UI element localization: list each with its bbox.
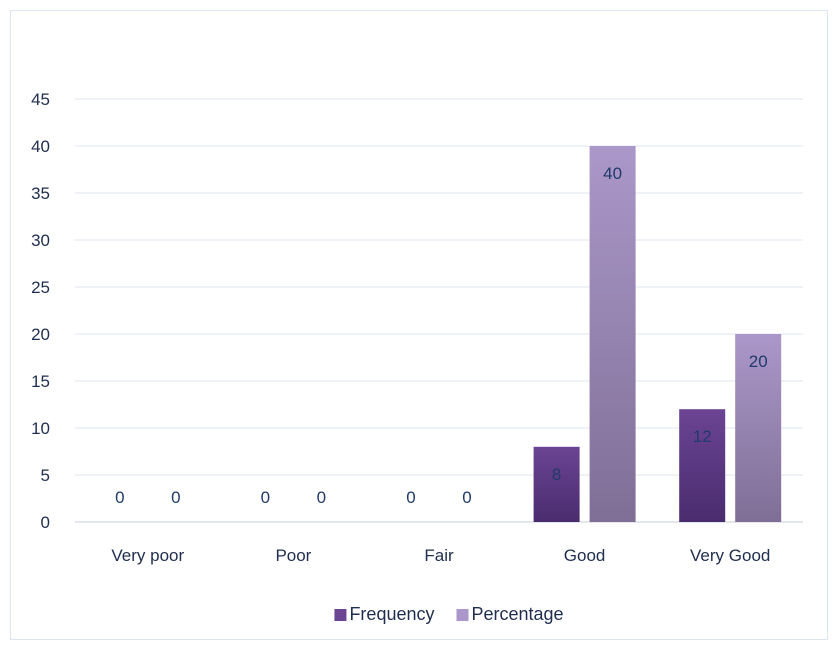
data-label-percentage-very-good: 20 [749, 352, 768, 371]
legend-label-frequency: Frequency [349, 604, 434, 624]
x-tick-label-very-poor: Very poor [111, 546, 184, 565]
legend-item-frequency: Frequency [334, 604, 434, 624]
y-tick-label: 0 [41, 513, 50, 532]
data-label-percentage-poor: 0 [317, 488, 326, 507]
data-label-percentage-fair: 0 [462, 488, 471, 507]
y-tick-label: 5 [41, 466, 50, 485]
y-tick-label: 10 [31, 419, 50, 438]
legend-item-percentage: Percentage [456, 604, 564, 624]
x-tick-label-poor: Poor [275, 546, 311, 565]
bar-percentage-very-good [735, 334, 782, 522]
data-label-frequency-fair: 0 [406, 488, 415, 507]
legend-swatch-frequency [334, 609, 347, 621]
legend-swatch-percentage [456, 609, 469, 621]
y-tick-label: 15 [31, 372, 50, 391]
data-label-frequency-very-good: 12 [693, 427, 712, 446]
y-tick-label: 25 [31, 278, 50, 297]
y-tick-label: 35 [31, 184, 50, 203]
chart-frame [10, 10, 828, 640]
y-tick-label: 45 [31, 90, 50, 109]
x-tick-label-fair: Fair [424, 546, 454, 565]
bar-frequency-very-good [679, 409, 726, 522]
data-label-percentage-good: 40 [603, 164, 622, 183]
bar-percentage-good [589, 146, 636, 522]
data-label-frequency-poor: 0 [261, 488, 270, 507]
legend-label-percentage: Percentage [471, 604, 563, 624]
data-label-percentage-very-poor: 0 [171, 488, 180, 507]
y-tick-label: 40 [31, 137, 50, 156]
legend: Frequency Percentage [334, 604, 564, 624]
bars [533, 146, 782, 522]
y-axis-ticks: 0 5 10 15 20 25 30 35 40 45 [31, 90, 50, 532]
data-label-frequency-very-poor: 0 [115, 488, 124, 507]
x-tick-label-good: Good [564, 546, 606, 565]
data-labels: 0 0 0 0 0 0 8 40 12 20 [115, 164, 768, 507]
y-tick-label: 20 [31, 325, 50, 344]
bar-frequency-good [533, 446, 580, 522]
data-label-frequency-good: 8 [552, 465, 561, 484]
x-axis-ticks: Very poor Poor Fair Good Very Good [111, 546, 770, 565]
y-tick-label: 30 [31, 231, 50, 250]
x-tick-label-very-good: Very Good [690, 546, 770, 565]
